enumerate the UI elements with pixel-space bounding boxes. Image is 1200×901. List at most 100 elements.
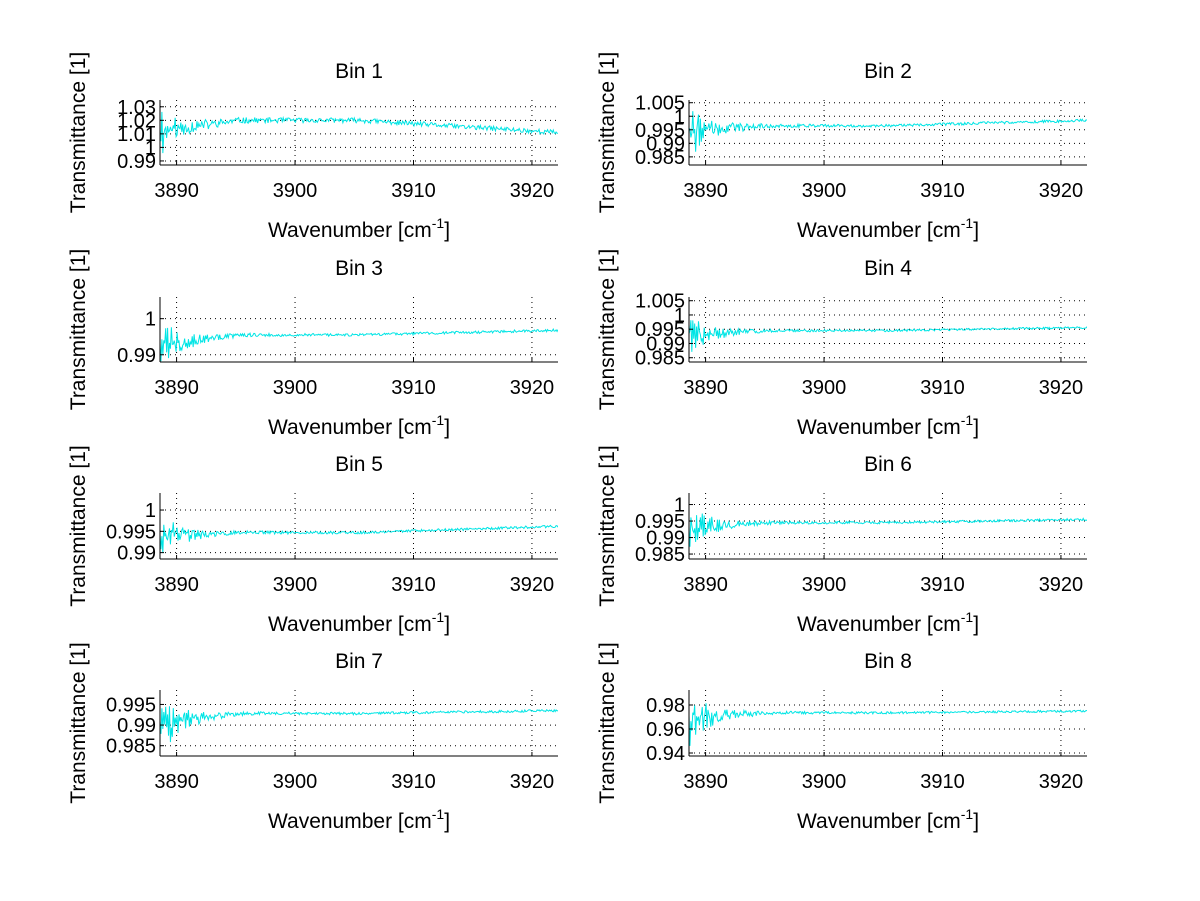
y-tick-label: 0.995 bbox=[635, 511, 685, 533]
x-tick-label: 3920 bbox=[1039, 574, 1084, 596]
grid-lines bbox=[689, 297, 1087, 362]
x-tick-label: 3910 bbox=[391, 377, 436, 399]
x-axis-label-superscript: -1 bbox=[432, 412, 445, 428]
x-tick-label: 3890 bbox=[683, 574, 728, 596]
y-tick-label: 1 bbox=[674, 305, 685, 327]
subplot-title: Bin 3 bbox=[335, 257, 383, 280]
x-axis-label-end: ] bbox=[973, 219, 979, 242]
y-tick-label: 0.985 bbox=[106, 736, 156, 758]
x-tick-label: 3920 bbox=[510, 180, 555, 202]
x-tick-label: 3890 bbox=[683, 771, 728, 793]
y-axis-label: Transmittance [1] bbox=[67, 52, 90, 213]
subplot-bin-3: 3890 3900 3910 3920 0.99 1 Bin 3 Wavenumber [cm… bbox=[67, 249, 558, 439]
grid-lines bbox=[160, 690, 558, 756]
x-axis-label-superscript: -1 bbox=[432, 215, 445, 231]
x-tick-label: 3890 bbox=[154, 180, 199, 202]
y-tick-label: 0.99 bbox=[117, 151, 156, 173]
grid-lines bbox=[689, 493, 1087, 559]
x-axis-label: Wavenumber [cm-1] bbox=[268, 215, 450, 242]
y-tick-label: 1.01 bbox=[117, 124, 156, 146]
y-tick-label: 1 bbox=[674, 106, 685, 128]
y-tick-label: 0.99 bbox=[646, 333, 685, 355]
y-tick-label: 0.99 bbox=[646, 133, 685, 155]
x-axis-label-end: ] bbox=[444, 810, 450, 833]
x-axis-label-end: ] bbox=[973, 810, 979, 833]
series-line-bin-5 bbox=[160, 522, 558, 554]
y-tick-label: 1 bbox=[145, 500, 156, 522]
x-axis-label-end: ] bbox=[973, 613, 979, 636]
y-tick-label: 0.99 bbox=[117, 543, 156, 565]
y-tick-label: 0.96 bbox=[646, 719, 685, 741]
x-axis-label-end: ] bbox=[444, 613, 450, 636]
y-tick-label: 1.03 bbox=[117, 97, 156, 119]
x-tick-label: 3920 bbox=[510, 771, 555, 793]
x-tick-label: 3920 bbox=[510, 377, 555, 399]
x-tick-label: 3900 bbox=[802, 377, 847, 399]
x-axis-label-text: Wavenumber [cm bbox=[268, 219, 432, 242]
series-line-bin-7 bbox=[160, 706, 558, 743]
y-axis-label: Transmittance [1] bbox=[596, 52, 619, 213]
grid-lines bbox=[160, 493, 558, 559]
y-tick-label: 0.99 bbox=[117, 345, 156, 367]
series-line-bin-2 bbox=[689, 111, 1087, 152]
x-axis-label-text: Wavenumber [cm bbox=[268, 810, 432, 833]
grid-lines bbox=[689, 100, 1087, 165]
x-tick-label: 3890 bbox=[683, 377, 728, 399]
y-tick-label: 0.99 bbox=[117, 715, 156, 737]
x-axis-label-text: Wavenumber [cm bbox=[797, 613, 961, 636]
series-line-bin-3 bbox=[160, 327, 558, 362]
x-tick-label: 3920 bbox=[510, 574, 555, 596]
x-tick-label: 3910 bbox=[391, 771, 436, 793]
subplot-title: Bin 1 bbox=[335, 60, 383, 83]
x-axis-label: Wavenumber [cm-1] bbox=[797, 412, 979, 439]
x-tick-label: 3910 bbox=[920, 180, 965, 202]
series-line-bin-8 bbox=[689, 703, 1087, 746]
y-axis-label: Transmittance [1] bbox=[596, 642, 619, 803]
y-tick-label: 0.995 bbox=[635, 120, 685, 142]
x-axis-label-text: Wavenumber [cm bbox=[797, 219, 961, 242]
x-tick-label: 3890 bbox=[683, 180, 728, 202]
grid-lines bbox=[689, 690, 1087, 756]
x-axis-label-superscript: -1 bbox=[961, 215, 974, 231]
grid-lines bbox=[160, 100, 558, 165]
x-axis-label-superscript: -1 bbox=[961, 806, 974, 822]
y-axis-label: Transmittance [1] bbox=[67, 445, 90, 606]
x-axis-label-superscript: -1 bbox=[961, 609, 974, 625]
y-axis-label: Transmittance [1] bbox=[596, 249, 619, 410]
y-axis-label: Transmittance [1] bbox=[596, 445, 619, 606]
x-tick-label: 3910 bbox=[920, 377, 965, 399]
x-tick-label: 3910 bbox=[391, 180, 436, 202]
x-tick-label: 3890 bbox=[154, 771, 199, 793]
y-tick-label: 1 bbox=[145, 309, 156, 331]
x-tick-label: 3920 bbox=[1039, 377, 1084, 399]
subplot-title: Bin 8 bbox=[864, 650, 912, 673]
x-axis-label-text: Wavenumber [cm bbox=[797, 416, 961, 439]
x-axis-label-text: Wavenumber [cm bbox=[268, 613, 432, 636]
x-tick-label: 3900 bbox=[273, 180, 318, 202]
subplot-bin-8: 3890 3900 3910 3920 0.940.960.98 Bin 8 Wavenum… bbox=[596, 642, 1087, 833]
x-axis-label: Wavenumber [cm-1] bbox=[797, 806, 979, 833]
subplot-title: Bin 4 bbox=[864, 257, 912, 280]
x-tick-label: 3900 bbox=[802, 771, 847, 793]
y-tick-label: 0.99 bbox=[646, 528, 685, 550]
x-axis-label-superscript: -1 bbox=[432, 806, 445, 822]
y-tick-label: 0.995 bbox=[106, 521, 156, 543]
x-axis-label-end: ] bbox=[444, 416, 450, 439]
x-tick-label: 3890 bbox=[154, 377, 199, 399]
x-axis-label-end: ] bbox=[973, 416, 979, 439]
subplot-title: Bin 2 bbox=[864, 60, 912, 83]
y-tick-label: 1.005 bbox=[635, 93, 685, 115]
x-tick-label: 3900 bbox=[802, 180, 847, 202]
x-tick-label: 3910 bbox=[920, 771, 965, 793]
y-axis-label: Transmittance [1] bbox=[67, 642, 90, 803]
grid-lines bbox=[160, 297, 558, 362]
y-tick-label: 0.98 bbox=[646, 695, 685, 717]
x-axis-label: Wavenumber [cm-1] bbox=[268, 609, 450, 636]
